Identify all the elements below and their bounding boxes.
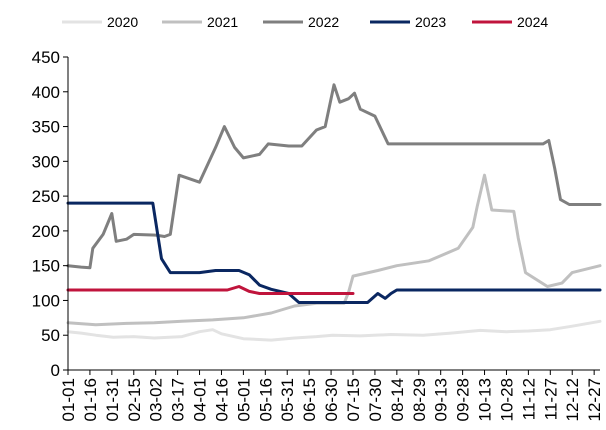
x-tick-label: 10-13: [476, 378, 495, 421]
x-tick-label: 07-30: [366, 378, 385, 421]
x-tick-label: 09-13: [432, 378, 451, 421]
x-tick-label: 09-28: [454, 378, 473, 421]
series-line-2020: [66, 319, 602, 342]
x-tick-label: 03-17: [169, 378, 188, 421]
x-tick-label: 06-15: [300, 378, 319, 421]
y-axis-ticks: 0 50 100 150 200 250 300 350 400 450: [32, 48, 68, 380]
x-tick-label: 04-16: [212, 378, 231, 421]
legend-label-2021: 2021: [207, 14, 238, 30]
x-tick-label: 02-15: [125, 378, 144, 421]
y-tick-label: 350: [32, 118, 60, 137]
y-tick-label: 150: [32, 257, 60, 276]
series-line-2021: [66, 173, 602, 327]
y-tick-label: 400: [32, 83, 60, 102]
legend-label-2023: 2023: [415, 14, 446, 30]
series-layer: [66, 83, 602, 342]
series-line-2024: [66, 285, 355, 295]
x-tick-label: 06-30: [322, 378, 341, 421]
series-line-2023: [66, 201, 602, 304]
x-tick-label: 12-27: [585, 378, 604, 421]
x-tick-label: 05-16: [256, 378, 275, 421]
y-tick-label: 250: [32, 187, 60, 206]
legend-label-2024: 2024: [517, 14, 548, 30]
x-tick-label: 03-02: [147, 378, 166, 421]
y-tick-label: 0: [51, 361, 60, 380]
x-tick-label: 12-12: [563, 378, 582, 421]
x-tick-label: 08-14: [388, 378, 407, 421]
x-axis-ticks: 01-01 01-16 01-31 02-15 03-02 03-17 04-01 04-16…: [59, 370, 604, 421]
x-tick-label: 01-31: [103, 378, 122, 421]
series-line-2022: [66, 83, 602, 270]
x-tick-label: 11-27: [541, 378, 560, 420]
legend: 2020 2021 2022 2023 2024: [62, 14, 548, 30]
y-tick-label: 50: [41, 326, 60, 345]
legend-label-2020: 2020: [107, 14, 138, 30]
x-tick-label: 10-28: [497, 378, 516, 421]
x-tick-label: 05-01: [234, 378, 253, 421]
legend-label-2022: 2022: [308, 14, 339, 30]
y-tick-label: 450: [32, 48, 60, 67]
x-tick-label: 01-01: [59, 378, 78, 421]
x-tick-label: 11-12: [519, 378, 538, 420]
x-tick-label: 04-01: [191, 378, 210, 421]
y-tick-label: 100: [32, 291, 60, 310]
axes: 0 50 100 150 200 250 300 350 400 450 01-01 01-16 01…: [32, 48, 605, 421]
y-tick-label: 300: [32, 152, 60, 171]
y-tick-label: 200: [32, 222, 60, 241]
x-tick-label: 08-29: [410, 378, 429, 421]
x-tick-label: 05-31: [278, 378, 297, 421]
x-tick-label: 01-16: [81, 378, 100, 421]
x-tick-label: 07-15: [344, 378, 363, 421]
